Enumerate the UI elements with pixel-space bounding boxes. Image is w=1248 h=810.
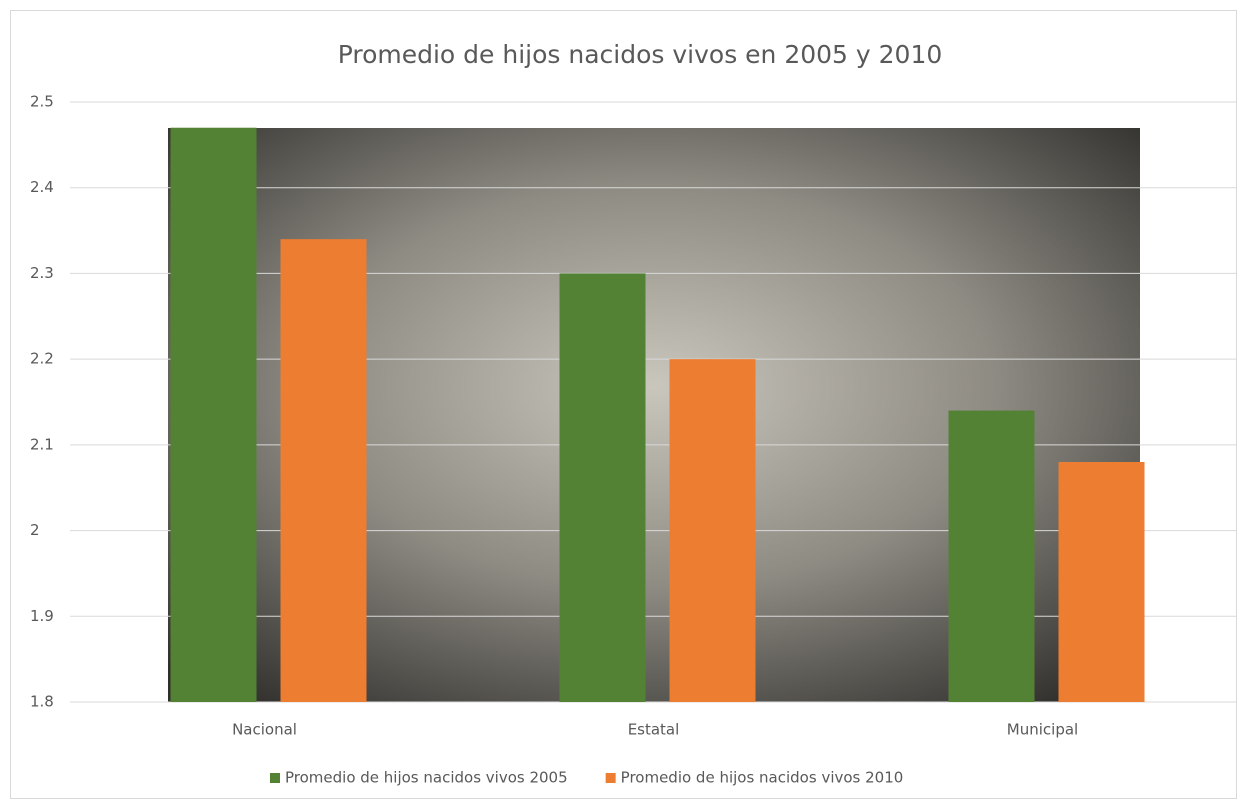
legend-swatch xyxy=(270,773,280,783)
x-tick-label: Municipal xyxy=(1007,721,1078,739)
bar xyxy=(1058,462,1145,702)
y-tick-label: 1.9 xyxy=(30,607,54,625)
y-tick-label: 2.4 xyxy=(30,178,54,196)
y-tick-label: 2.2 xyxy=(30,350,54,368)
legend-label: Promedio de hijos nacidos vivos 2010 xyxy=(621,769,904,787)
x-tick-label: Estatal xyxy=(628,721,680,739)
legend-swatch xyxy=(605,773,616,783)
y-tick-label: 2.5 xyxy=(30,93,54,111)
chart-title: Promedio de hijos nacidos vivos en 2005 … xyxy=(338,40,943,69)
bar xyxy=(170,127,257,702)
bar xyxy=(669,359,756,702)
bar xyxy=(559,273,646,702)
y-tick-label: 2.3 xyxy=(30,264,54,282)
bar xyxy=(280,239,367,702)
bar xyxy=(948,410,1035,702)
legend-label: Promedio de hijos nacidos vivos 2005 xyxy=(285,769,568,787)
y-tick-label: 1.8 xyxy=(30,693,54,711)
y-tick-label: 2.1 xyxy=(30,435,54,453)
x-tick-label: Nacional xyxy=(232,721,297,739)
y-tick-label: 2 xyxy=(30,521,40,539)
